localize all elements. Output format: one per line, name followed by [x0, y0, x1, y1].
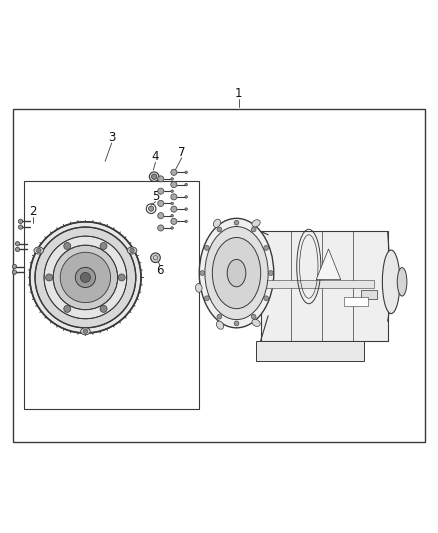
Circle shape — [100, 305, 107, 312]
Ellipse shape — [34, 247, 43, 254]
Ellipse shape — [212, 238, 261, 309]
Ellipse shape — [252, 220, 260, 227]
Circle shape — [12, 264, 17, 269]
Circle shape — [185, 183, 187, 186]
Circle shape — [171, 182, 177, 188]
Ellipse shape — [397, 268, 407, 296]
Ellipse shape — [195, 284, 202, 292]
Circle shape — [46, 274, 53, 281]
Circle shape — [15, 241, 20, 246]
Circle shape — [171, 206, 177, 212]
Circle shape — [171, 227, 173, 229]
Circle shape — [130, 248, 134, 253]
Ellipse shape — [205, 227, 268, 320]
Circle shape — [80, 272, 90, 282]
Circle shape — [149, 172, 159, 182]
Bar — [261, 231, 388, 341]
Bar — [261, 280, 374, 288]
Ellipse shape — [227, 260, 246, 287]
Ellipse shape — [127, 247, 137, 254]
Circle shape — [12, 270, 17, 274]
Circle shape — [185, 171, 187, 174]
Circle shape — [158, 188, 164, 194]
Circle shape — [15, 247, 20, 252]
Circle shape — [100, 243, 107, 249]
Bar — [344, 297, 368, 306]
Bar — [24, 181, 199, 409]
Circle shape — [251, 314, 256, 319]
Text: 2: 2 — [29, 205, 37, 218]
Circle shape — [148, 206, 154, 211]
Circle shape — [158, 213, 164, 219]
Ellipse shape — [199, 219, 274, 328]
Text: 4: 4 — [152, 150, 159, 164]
Text: 6: 6 — [156, 264, 164, 277]
Circle shape — [171, 190, 173, 192]
Circle shape — [185, 196, 187, 198]
Circle shape — [64, 305, 71, 312]
Circle shape — [118, 274, 125, 281]
Circle shape — [171, 194, 177, 200]
Circle shape — [18, 219, 23, 223]
Bar — [256, 341, 364, 361]
Circle shape — [158, 200, 164, 206]
Circle shape — [171, 169, 177, 175]
Circle shape — [171, 214, 173, 217]
Bar — [361, 290, 377, 300]
Circle shape — [185, 220, 187, 223]
Circle shape — [44, 236, 127, 319]
Circle shape — [152, 174, 157, 179]
Circle shape — [151, 253, 160, 263]
Circle shape — [217, 314, 222, 319]
Ellipse shape — [216, 321, 224, 329]
Circle shape — [171, 177, 173, 180]
Circle shape — [264, 246, 268, 251]
Circle shape — [251, 227, 256, 232]
Circle shape — [30, 222, 141, 333]
Circle shape — [36, 248, 41, 253]
Circle shape — [185, 208, 187, 211]
Circle shape — [264, 296, 268, 301]
Text: 1: 1 — [235, 87, 243, 100]
Polygon shape — [316, 249, 341, 280]
Ellipse shape — [382, 250, 400, 313]
Circle shape — [83, 329, 88, 334]
Circle shape — [217, 227, 222, 232]
Bar — [13, 109, 425, 442]
Circle shape — [60, 252, 110, 303]
Circle shape — [234, 321, 239, 326]
Circle shape — [64, 243, 71, 249]
Text: 7: 7 — [178, 146, 186, 159]
Circle shape — [158, 225, 164, 231]
Circle shape — [75, 268, 95, 287]
Ellipse shape — [213, 219, 221, 228]
Text: 5: 5 — [152, 190, 159, 203]
Circle shape — [171, 202, 173, 205]
Circle shape — [18, 225, 23, 229]
Circle shape — [268, 271, 273, 276]
Circle shape — [205, 296, 209, 301]
Circle shape — [234, 220, 239, 225]
Circle shape — [171, 219, 177, 224]
Ellipse shape — [252, 319, 260, 326]
Circle shape — [158, 176, 164, 182]
Circle shape — [200, 271, 205, 276]
Circle shape — [35, 227, 136, 328]
Circle shape — [205, 246, 209, 251]
Ellipse shape — [81, 328, 90, 335]
Text: 3: 3 — [108, 131, 115, 144]
Circle shape — [53, 245, 118, 310]
